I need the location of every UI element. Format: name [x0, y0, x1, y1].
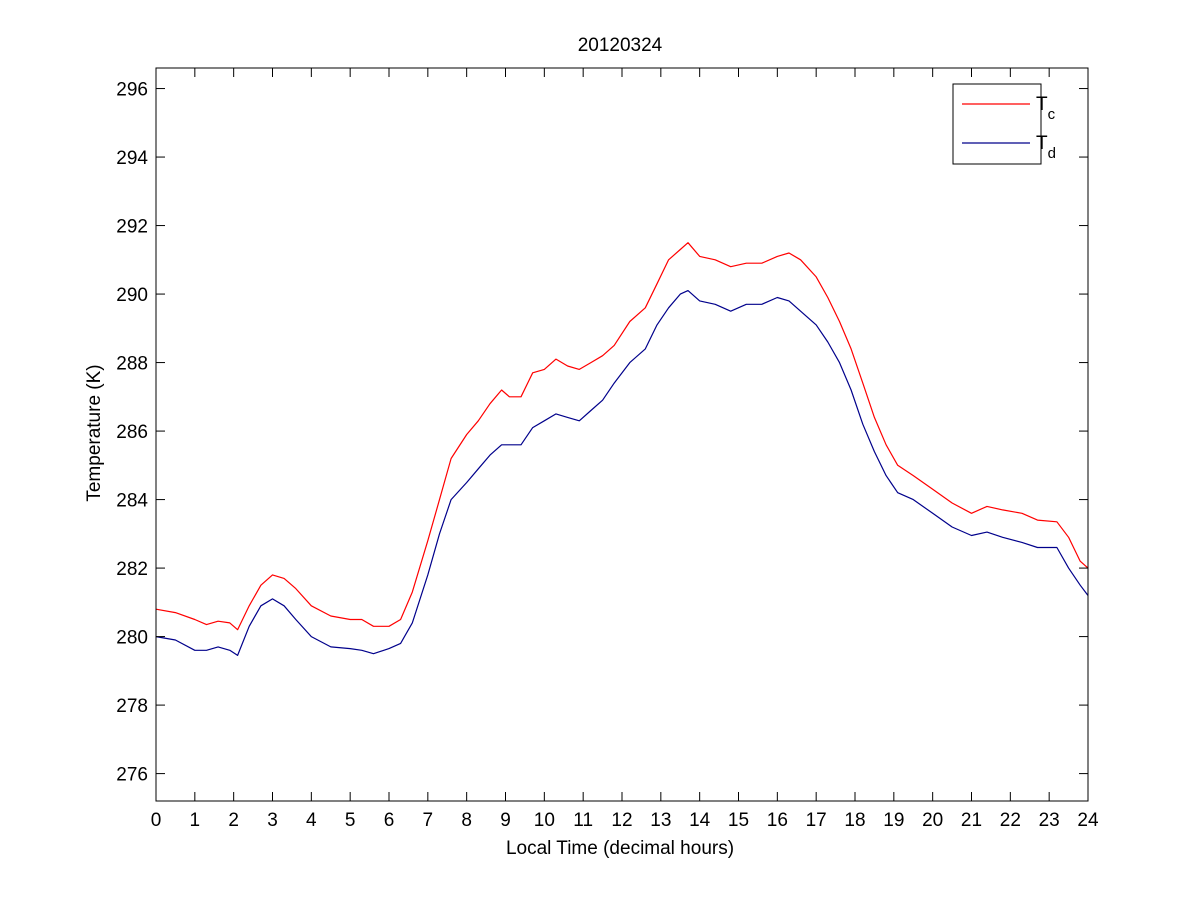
- x-tick-label: 0: [151, 810, 162, 831]
- y-tick-label: 284: [116, 491, 148, 512]
- x-tick-label: 19: [883, 810, 904, 831]
- x-tick-label: 3: [267, 810, 278, 831]
- series-line-tc: [155, 242, 1089, 631]
- x-tick-label: 16: [767, 810, 788, 831]
- x-tick-label: 21: [961, 810, 982, 831]
- y-tick-label: 276: [116, 765, 148, 786]
- legend-label-subscript: c: [1048, 106, 1056, 123]
- x-tick-label: 14: [689, 810, 711, 831]
- y-tick-label: 282: [116, 559, 148, 580]
- x-tick-label: 20: [922, 810, 943, 831]
- x-tick-label: 4: [306, 810, 317, 831]
- x-tick-label: 11: [573, 810, 593, 831]
- legend-box: [952, 83, 1042, 165]
- x-tick-label: 12: [611, 810, 632, 831]
- x-tick-label: 9: [500, 810, 511, 831]
- x-tick-label: 8: [461, 810, 472, 831]
- x-tick-label: 6: [384, 810, 395, 831]
- legend-label-main: T: [1036, 133, 1048, 154]
- y-axis-label: Temperature (K): [84, 364, 105, 501]
- x-tick-label: 1: [190, 810, 201, 831]
- x-tick-label: 24: [1077, 810, 1099, 831]
- series-line-td: [155, 290, 1089, 656]
- y-tick-label: 296: [116, 80, 148, 101]
- legend-label-tc: Tc: [1036, 94, 1056, 123]
- x-tick-label: 17: [806, 810, 827, 831]
- y-tick-label: 292: [116, 217, 148, 238]
- y-tick-label: 294: [116, 148, 148, 169]
- x-axis: 0 1 2 3 4 5 6 7 8 9 10 11 12 13 14 15 16 17 18 19 20 21 22 23 24: [151, 68, 1099, 831]
- y-tick-label: 278: [116, 696, 148, 717]
- x-tick-label: 23: [1039, 810, 1060, 831]
- y-tick-label: 288: [116, 354, 148, 375]
- chart-title: 20120324: [578, 35, 663, 56]
- y-tick-label: 290: [116, 285, 148, 306]
- series-layer: [155, 242, 1089, 656]
- x-tick-label: 18: [844, 810, 865, 831]
- plot-frame: [155, 67, 1089, 802]
- x-tick-label: 7: [423, 810, 434, 831]
- x-axis-label: Local Time (decimal hours): [506, 838, 734, 859]
- x-tick-label: 15: [728, 810, 749, 831]
- legend-label-td: Td: [1036, 133, 1056, 162]
- x-tick-label: 22: [1000, 810, 1021, 831]
- y-tick-label: 280: [116, 628, 148, 649]
- x-tick-label: 2: [228, 810, 239, 831]
- y-axis: 276 278 280 282 284 286 288 290 292 294 296: [116, 80, 1088, 786]
- x-tick-label: 13: [650, 810, 671, 831]
- legend-label-subscript: d: [1048, 145, 1056, 162]
- x-tick-label: 5: [345, 810, 356, 831]
- x-tick-label: 10: [534, 810, 555, 831]
- legend-label-main: T: [1036, 94, 1048, 115]
- y-tick-label: 286: [116, 422, 148, 443]
